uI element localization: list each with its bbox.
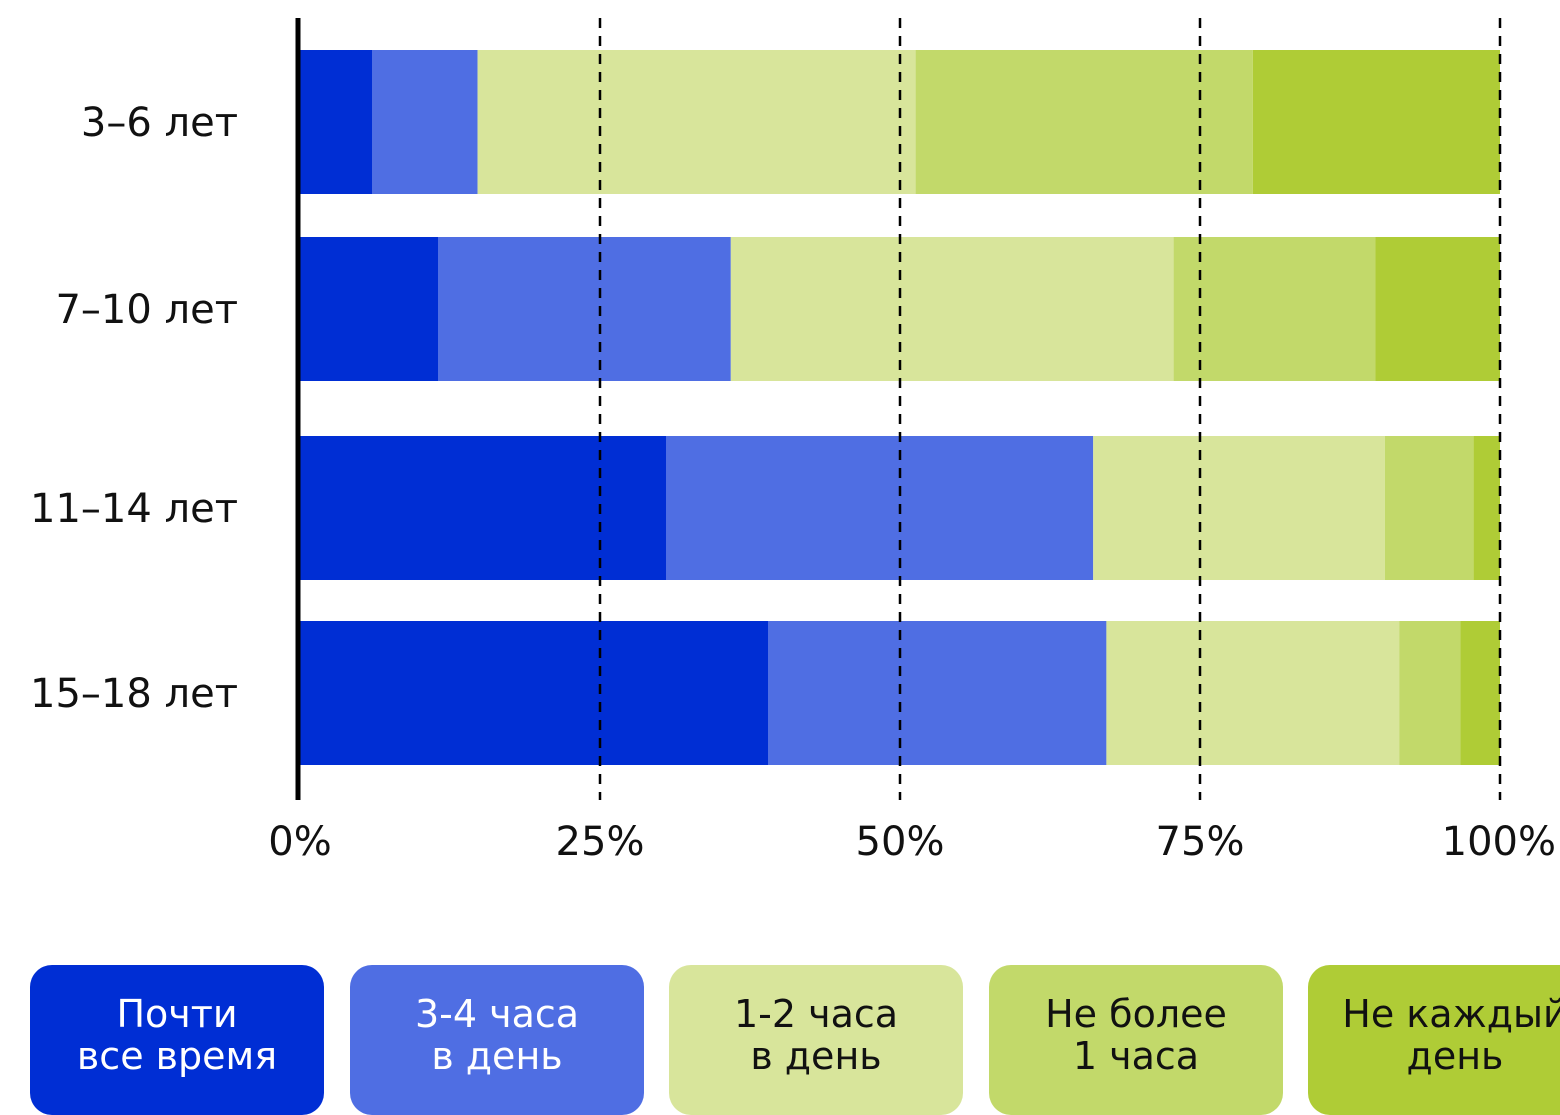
legend-label-line2: в день	[431, 1034, 563, 1078]
x-tick-label: 100%	[1442, 819, 1556, 865]
bar-segment-3-1	[300, 436, 666, 580]
x-tick-label: 25%	[556, 819, 645, 865]
bar-segment-4-2	[768, 621, 1107, 765]
y-tick-label: 7–10 лет	[55, 287, 238, 333]
bar-segment-2-1	[300, 237, 438, 381]
bar-segment-2-5	[1375, 237, 1500, 381]
legend-item: 3-4 часа в день	[350, 965, 644, 1115]
bars-layer	[300, 50, 1500, 765]
legend-item: Почти все время	[30, 965, 324, 1115]
bar-segment-4-5	[1460, 621, 1500, 765]
y-tick-label: 15–18 лет	[30, 671, 238, 717]
legend-item: Не более 1 часа	[989, 965, 1283, 1115]
x-tick-labels: 0% 25% 50% 75% 100%	[268, 819, 1556, 865]
y-tick-labels: 3–6 лет 7–10 лет 11–14 лет 15–18 лет	[30, 100, 238, 717]
legend-label-line1: 3-4 часа	[414, 992, 580, 1036]
bar-segment-3-5	[1473, 436, 1500, 580]
legend-label-line1: Почти	[116, 992, 238, 1036]
y-tick-label: 3–6 лет	[81, 100, 238, 146]
legend-label-line2: 1 часа	[1072, 1034, 1200, 1078]
y-tick-label: 11–14 лет	[30, 486, 238, 532]
bar-segment-1-3	[477, 50, 916, 194]
bar-segment-2-4	[1173, 237, 1376, 381]
x-tick-label: 50%	[856, 819, 945, 865]
bar-segment-4-4	[1399, 621, 1461, 765]
legend-label-line1: Не каждый	[1342, 992, 1560, 1036]
bar-segment-1-4	[915, 50, 1253, 194]
bar-segment-1-1	[300, 50, 372, 194]
x-tick-label: 75%	[1156, 819, 1245, 865]
stacked-bar-chart: 3–6 лет 7–10 лет 11–14 лет 15–18 лет 0% 25% 5…	[30, 18, 1556, 865]
bar-segment-3-4	[1384, 436, 1474, 580]
grid-layer	[598, 18, 1502, 800]
bar-segment-2-2	[438, 237, 731, 381]
legend-item: Не каждый день	[1308, 965, 1560, 1115]
legend-label-line2: в день	[750, 1034, 882, 1078]
bar-segment-2-3	[730, 237, 1174, 381]
legend-label-line1: 1-2 часа	[733, 992, 899, 1036]
legend-item: 1-2 часа в день	[669, 965, 963, 1115]
x-tick-label: 0%	[268, 819, 331, 865]
bar-segment-4-1	[300, 621, 768, 765]
bar-segment-1-5	[1252, 50, 1500, 194]
bar-segment-3-3	[1093, 436, 1385, 580]
legend-label-line1: Не более	[1045, 992, 1227, 1036]
bar-segment-1-2	[372, 50, 478, 194]
bar-segment-4-3	[1106, 621, 1400, 765]
legend-label-line2: день	[1406, 1034, 1504, 1078]
bar-segment-3-2	[666, 436, 1094, 580]
legend-label-line2: все время	[76, 1034, 278, 1078]
